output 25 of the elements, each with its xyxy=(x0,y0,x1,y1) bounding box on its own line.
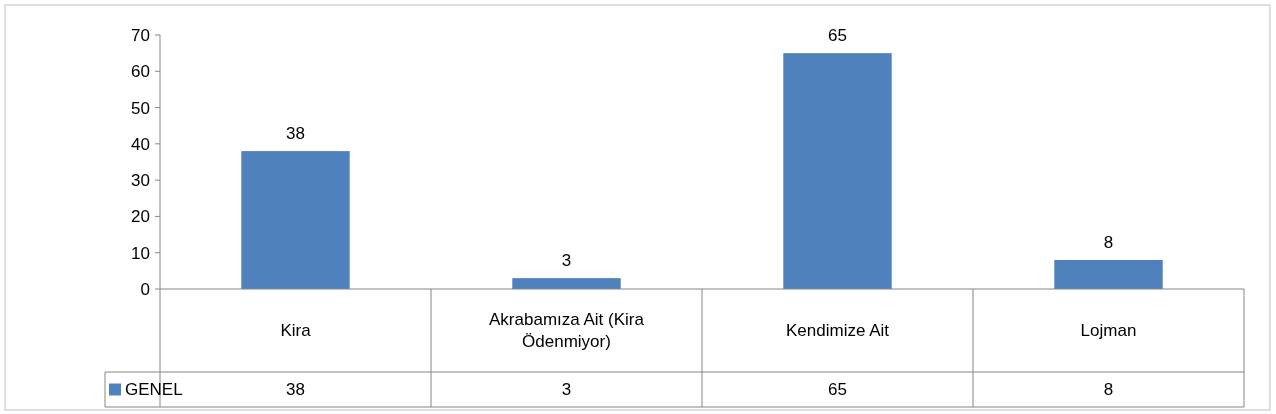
bar xyxy=(1054,259,1163,289)
data-label: 8 xyxy=(1103,232,1114,252)
y-tick-label: 50 xyxy=(131,98,150,118)
text: 8 xyxy=(1103,380,1114,400)
bar xyxy=(512,278,621,289)
x-tick-label: Kendimize Ait xyxy=(786,321,890,341)
data-label: 3 xyxy=(561,251,572,271)
y-tick-label: 20 xyxy=(131,207,150,227)
x-tick-label: Akrabamıza Ait (Kira Ödenmiyor) xyxy=(489,310,645,352)
legend-label: GENEL xyxy=(125,380,183,400)
text: 65 xyxy=(828,380,847,400)
data-label: 38 xyxy=(286,124,305,144)
y-tick-label: 60 xyxy=(131,62,150,82)
text: 38 xyxy=(286,380,305,400)
bar xyxy=(241,151,350,289)
x-tick-label: Lojman xyxy=(1080,321,1137,341)
y-tick-label: 10 xyxy=(131,243,150,263)
y-tick-label: 40 xyxy=(131,134,150,154)
text: 3 xyxy=(561,380,572,400)
bar xyxy=(783,53,892,289)
x-tick-label: Kira xyxy=(280,321,312,341)
y-tick-label: 0 xyxy=(140,279,150,299)
y-tick-label: 70 xyxy=(131,25,150,45)
data-label: 65 xyxy=(828,26,847,46)
y-tick-label: 30 xyxy=(131,171,150,191)
